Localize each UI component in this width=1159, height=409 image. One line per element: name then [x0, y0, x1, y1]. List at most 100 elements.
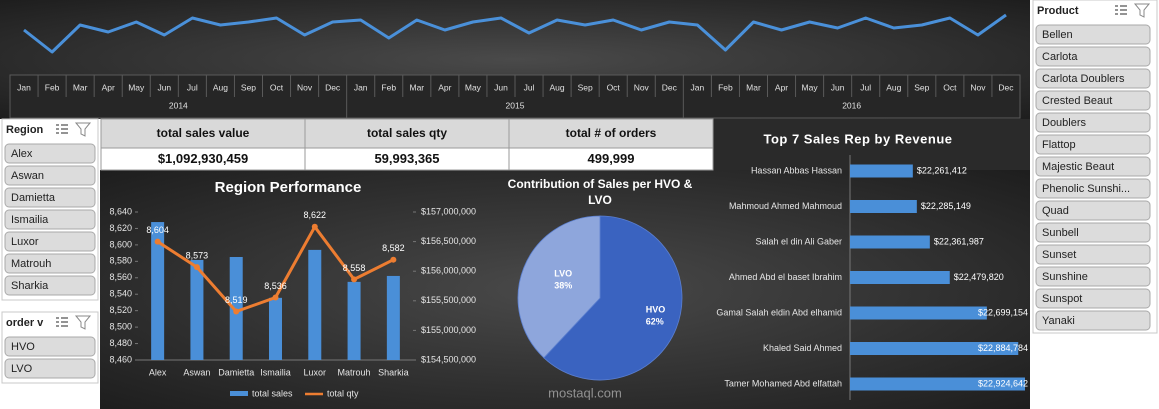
bar: [347, 281, 361, 360]
slicer-item-label: Quad: [1042, 205, 1069, 217]
slicer-item[interactable]: [4, 165, 96, 186]
slicer-item-label: Phenolic Sunshi...: [1042, 183, 1130, 195]
watermark: mostaql.com: [548, 385, 622, 400]
timeline-month: Jun: [157, 82, 171, 92]
hbar-bg-top: [713, 119, 1030, 170]
slicer-item-label: Sunset: [1042, 249, 1076, 261]
slicer-item[interactable]: [1035, 266, 1151, 287]
slicer-item[interactable]: [1035, 90, 1151, 111]
slicer-item[interactable]: [1035, 68, 1151, 89]
bar: [850, 342, 1019, 355]
slicer-item[interactable]: [4, 231, 96, 252]
clear-filter-icon[interactable]: [74, 122, 92, 137]
y2-tick-label: $155,000,000: [421, 325, 476, 335]
chart-title: Contribution of Sales per HVO & LVO: [507, 177, 693, 207]
multi-select-icon[interactable]: [1115, 5, 1127, 15]
slicer-item[interactable]: [1035, 24, 1151, 45]
kpi-header: total # of orders: [566, 126, 657, 140]
slicer-item-label: Doublers: [1042, 117, 1087, 129]
data-label: $22,479,820: [954, 272, 1004, 282]
timeline-month: Apr: [438, 82, 451, 92]
sales-trend-line: [23, 13, 1007, 54]
data-label: 8,536: [264, 281, 287, 291]
data-label: 8,582: [382, 243, 405, 253]
bar: [850, 164, 913, 178]
x-tick-label: Matrouh: [338, 367, 371, 377]
slicer-item[interactable]: [1035, 244, 1151, 265]
slicer-item-label: Sunbell: [1042, 227, 1079, 239]
timeline-month: Dec: [662, 82, 678, 92]
slicer-item[interactable]: [1035, 222, 1151, 243]
x-tick-label: Aswan: [183, 367, 210, 377]
slicer-item-label: Alex: [11, 148, 33, 160]
bar: [850, 271, 950, 284]
clear-filter-icon[interactable]: [1133, 3, 1151, 18]
slicer-item[interactable]: [1035, 156, 1151, 177]
slicer-item-label: Bellen: [1042, 29, 1073, 41]
clear-filter-icon[interactable]: [74, 315, 92, 330]
slicer-item-label: Sharkia: [11, 280, 49, 292]
timeline-month: May: [128, 82, 145, 92]
slicer-title: order v: [6, 317, 44, 329]
slicer-title: Product: [1037, 5, 1079, 17]
multi-select-icon[interactable]: [56, 124, 68, 134]
bar: [850, 377, 1025, 391]
y-tick-label: Ahmed Abd el baset Ibrahim: [729, 272, 842, 282]
y-tick-label: Khaled Said Ahmed: [763, 343, 842, 353]
data-label: 8,622: [304, 210, 327, 220]
timeline-month: Feb: [381, 82, 396, 92]
y-tick-label: 8,600: [109, 239, 132, 249]
slicer-item[interactable]: [1035, 134, 1151, 155]
slicer-item[interactable]: [4, 143, 96, 164]
multi-select-icon[interactable]: [56, 317, 68, 327]
chart-title-box: Contribution of Sales per HVO & LVO: [507, 177, 693, 207]
slicer-item[interactable]: [1035, 112, 1151, 133]
bar: [269, 297, 282, 360]
slicer-item[interactable]: [1035, 310, 1151, 331]
slicer-item[interactable]: [4, 253, 96, 274]
y2-tick-label: $154,500,000: [421, 354, 476, 364]
data-label: $22,924,642: [978, 378, 1028, 388]
timeline-month: Apr: [775, 82, 788, 92]
timeline-month: Aug: [213, 82, 228, 92]
bar: [308, 249, 322, 360]
y-tick-label: 8,640: [109, 206, 132, 216]
kpi-header-cell: [508, 118, 714, 149]
y-tick-label: Hassan Abbas Hassan: [751, 165, 842, 175]
pie-slice: [543, 215, 683, 381]
timeline-month: Apr: [102, 82, 115, 92]
timeline-month: Jun: [831, 82, 845, 92]
slicer-item[interactable]: [4, 275, 96, 296]
slicer-item-label: Ismailia: [11, 214, 49, 226]
slicer-item[interactable]: [4, 187, 96, 208]
x-tick-label: Alex: [149, 367, 167, 377]
legend-swatch: [230, 391, 248, 396]
kpi-value: 499,999: [588, 151, 635, 166]
data-label: $22,699,154: [978, 307, 1028, 317]
qty-point: [311, 223, 318, 230]
timeline-year: 2016: [842, 100, 861, 110]
slicer-item[interactable]: [1035, 46, 1151, 67]
slicer-item[interactable]: [4, 358, 96, 379]
y-tick-label: 8,560: [109, 272, 132, 282]
legend-label: total sales: [252, 388, 293, 398]
data-label: $22,261,412: [917, 165, 967, 175]
slicer-item[interactable]: [1035, 200, 1151, 221]
y-tick-label: 8,520: [109, 305, 132, 315]
timeline-month: Sep: [914, 82, 929, 92]
timeline-month: Aug: [886, 82, 901, 92]
bar: [151, 222, 165, 360]
timeline-month: Mar: [409, 82, 424, 92]
qty-point: [390, 256, 397, 263]
qty-point: [351, 276, 358, 283]
slicer-item-label: Majestic Beaut: [1042, 161, 1114, 173]
slicer-item-label: Damietta: [11, 192, 56, 204]
y-tick-label: 8,460: [109, 354, 132, 364]
slicer-item[interactable]: [4, 209, 96, 230]
content: Region Alex Aswan Damietta Ismailia Luxor Matr…: [1, 0, 1158, 400]
timeline-month: Mar: [746, 82, 761, 92]
qty-point: [193, 264, 200, 271]
slicer-item[interactable]: [1035, 178, 1151, 199]
slicer-item[interactable]: [1035, 288, 1151, 309]
slicer-item[interactable]: [4, 336, 96, 357]
